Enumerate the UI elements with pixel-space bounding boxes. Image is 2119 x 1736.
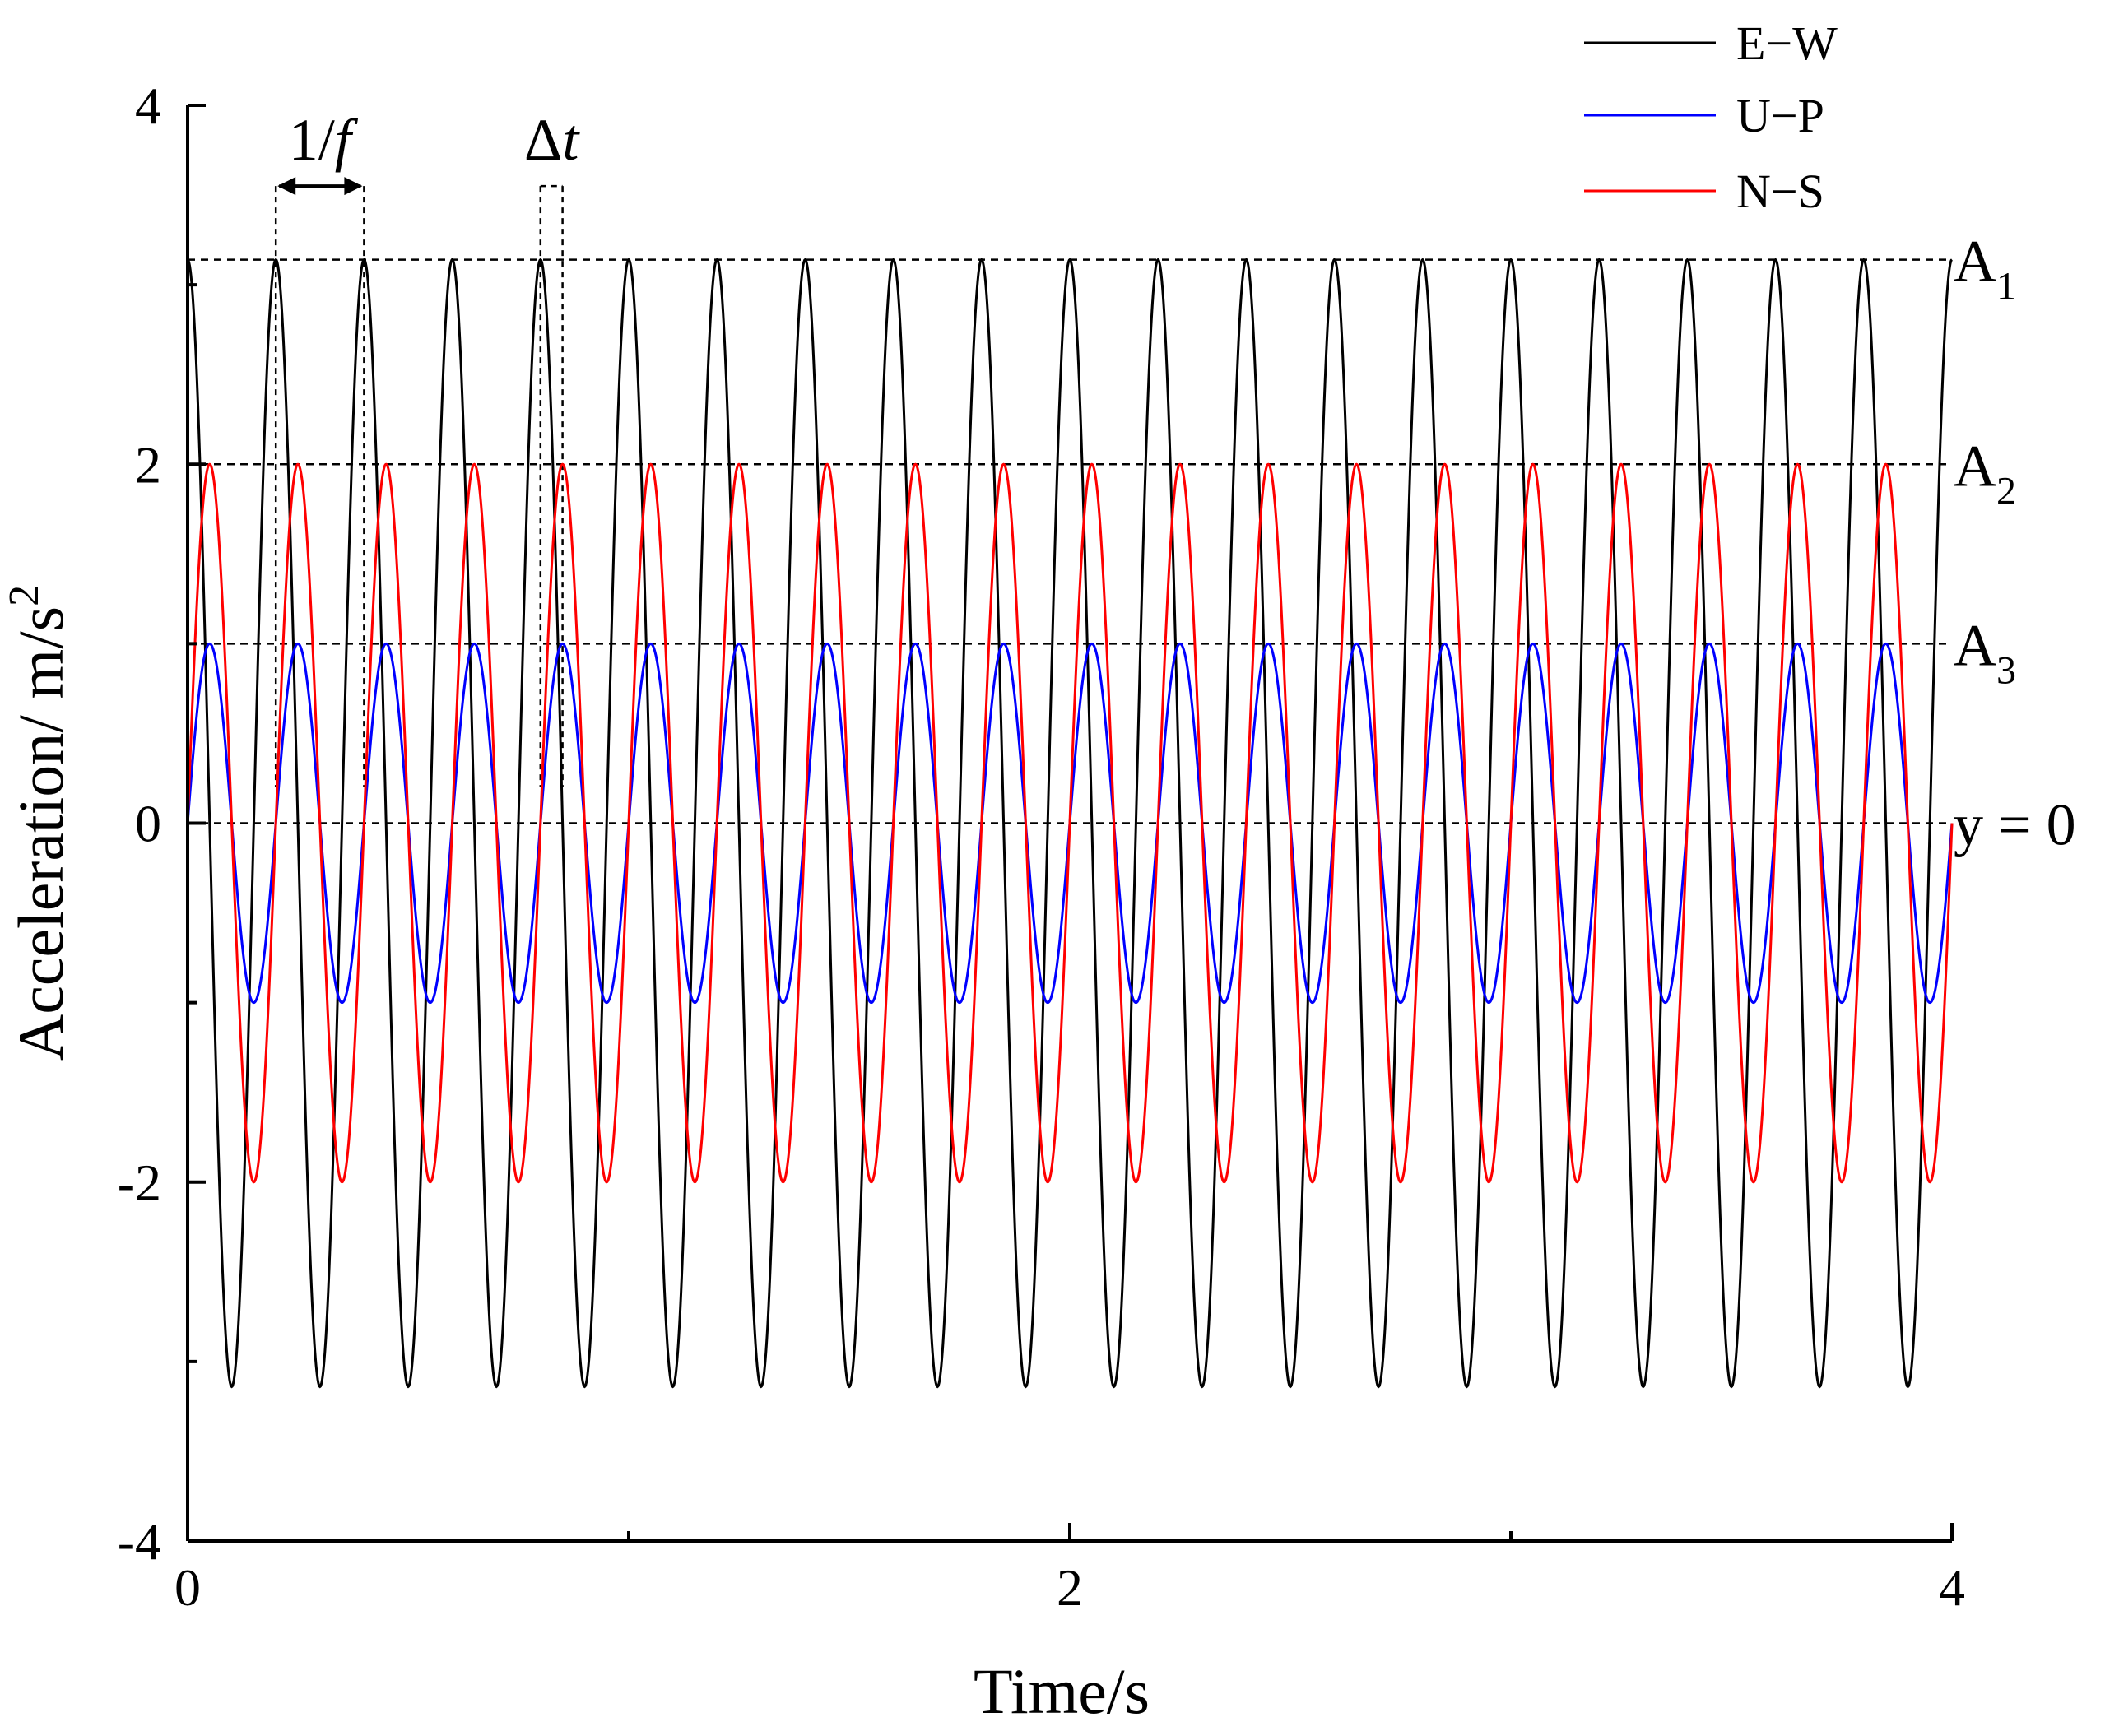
annotation-label-main: 1/ bbox=[289, 107, 335, 173]
legend-label: U−P bbox=[1736, 89, 1824, 142]
annotation-labels: 1/f Δt bbox=[289, 107, 581, 173]
reference-line-label: A1 bbox=[1954, 229, 2016, 309]
reference-line-label: A3 bbox=[1954, 612, 2016, 692]
series-line bbox=[187, 258, 1953, 1389]
reference-label-main: y = 0 bbox=[1954, 792, 2076, 858]
x-tick-label: 0 bbox=[174, 1558, 201, 1617]
annotation-label-italic: t bbox=[562, 107, 580, 173]
reference-line-label: A2 bbox=[1954, 433, 2016, 513]
annotation-label-main: Δ bbox=[524, 107, 562, 173]
reference-label-subscript: 3 bbox=[1996, 648, 2016, 692]
reference-label-subscript: 1 bbox=[1996, 265, 2016, 309]
reference-label-main: A bbox=[1954, 433, 1996, 499]
x-axis-title: Time/s bbox=[974, 1655, 1150, 1727]
annotation-label: Δt bbox=[524, 107, 580, 173]
y-tick-label: -2 bbox=[118, 1153, 161, 1212]
reference-label-main: A bbox=[1954, 229, 1996, 295]
y-tick-label: 2 bbox=[135, 435, 161, 494]
annotation-arrowhead bbox=[344, 177, 363, 196]
x-tick-label: 4 bbox=[1939, 1558, 1965, 1617]
y-axis-title-superscript: 2 bbox=[1, 585, 48, 606]
y-tick-label: 4 bbox=[135, 77, 161, 135]
y-axis-title: Acceleration/ m/s2 bbox=[1, 585, 77, 1061]
annotation-guides bbox=[274, 177, 564, 787]
reference-label-subscript: 2 bbox=[1996, 469, 2016, 513]
annotation-label: 1/f bbox=[289, 107, 359, 173]
y-tick-label: 0 bbox=[135, 795, 161, 853]
y-axis-title-main: Acceleration/ m/s bbox=[5, 606, 77, 1061]
series-line bbox=[186, 462, 1954, 1184]
reference-label-main: A bbox=[1954, 612, 1996, 678]
legend-label: E−W bbox=[1736, 16, 1838, 70]
annotation-arrowhead bbox=[277, 177, 296, 196]
axis-ticks: 0 2 4 -4 -2 0 2 4 bbox=[118, 77, 1965, 1617]
x-tick-label: 2 bbox=[1057, 1558, 1083, 1617]
y-tick-label: -4 bbox=[118, 1512, 161, 1571]
legend-label: N−S bbox=[1736, 165, 1824, 218]
plot-series bbox=[186, 258, 1954, 1389]
legend: E−W U−P N−S bbox=[1584, 16, 1838, 218]
reference-line-label: y = 0 bbox=[1954, 792, 2076, 858]
